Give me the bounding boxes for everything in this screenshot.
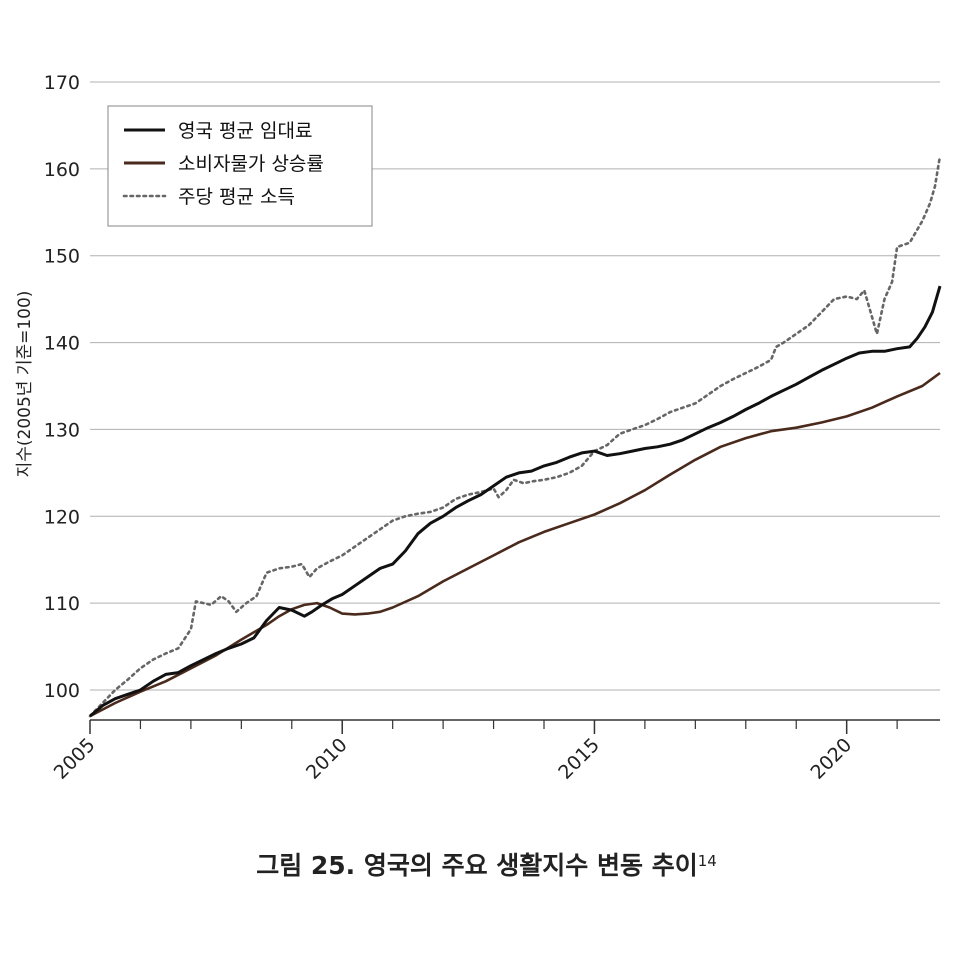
y-axis-title: 지수(2005년 기준=100) <box>15 291 35 478</box>
legend-label-1: 영국 평균 임대료 <box>178 120 312 142</box>
series-line-2 <box>89 371 941 718</box>
figure-caption: 그림 25. 영국의 주요 생활지수 변동 추이14 <box>0 846 973 882</box>
y-tick-label-150: 150 <box>44 246 80 268</box>
x-axis: 2005 2010 2015 2020 <box>50 719 940 784</box>
series-line-1 <box>89 285 942 718</box>
x-tick-label-2015: 2015 <box>554 734 604 784</box>
series-line-3 <box>88 154 942 718</box>
caption-text: 그림 25. 영국의 주요 생활지수 변동 추이 <box>256 851 698 880</box>
x-tick-label-2005: 2005 <box>50 734 100 784</box>
y-tick-label-120: 120 <box>44 506 80 528</box>
y-tick-label-130: 130 <box>44 419 80 441</box>
y-tick-label-140: 140 <box>44 333 80 355</box>
y-tick-label-170: 170 <box>44 72 80 94</box>
legend-label-3: 주당 평균 소득 <box>178 186 295 208</box>
legend-box <box>107 105 373 227</box>
y-tick-label-110: 110 <box>44 593 80 615</box>
caption-footnote-mark: 14 <box>697 852 717 870</box>
y-tick-label-100: 100 <box>44 680 80 702</box>
legend-label-2: 소비자물가 상승률 <box>178 153 324 175</box>
x-tick-label-2010: 2010 <box>302 734 352 784</box>
series-lines <box>88 154 942 718</box>
x-tick-label-2020: 2020 <box>806 734 856 784</box>
y-tick-label-160: 160 <box>44 159 80 181</box>
y-axis-ticks: 100 110 120 130 140 150 160 170 <box>44 72 80 702</box>
